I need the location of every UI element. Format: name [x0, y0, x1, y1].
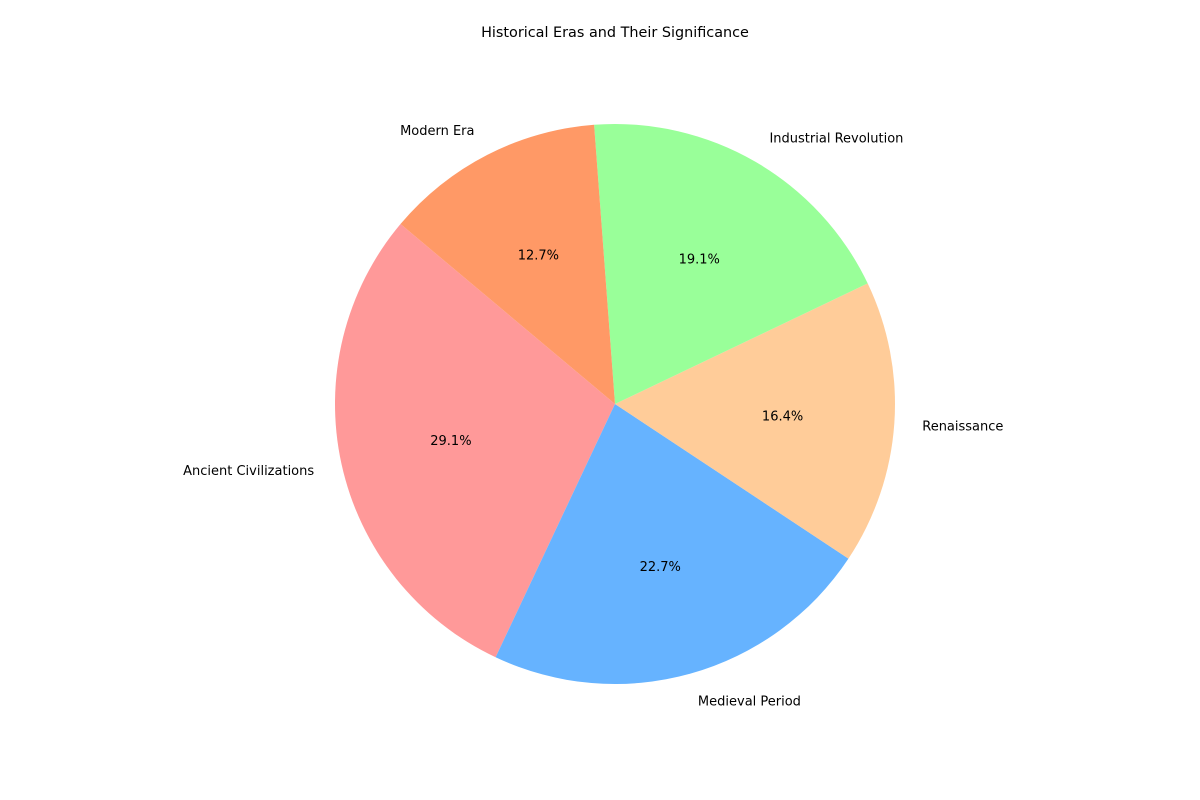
category-label-medieval-period: Medieval Period	[698, 695, 801, 710]
chart-title: Historical Eras and Their Significance	[481, 25, 749, 41]
percent-label-renaissance: 16.4%	[762, 410, 803, 425]
pie-slice-industrial-revolution	[594, 123, 868, 405]
category-label-modern-era: Modern Era	[400, 124, 474, 139]
pie-slices	[334, 123, 895, 685]
pie-slice-renaissance	[615, 283, 895, 559]
pie-slice-ancient-civilizations	[334, 224, 615, 658]
percent-label-industrial-revolution: 19.1%	[679, 253, 720, 268]
percent-labels: 29.1% 22.7% 16.4% 19.1% 12.7%	[430, 249, 803, 575]
category-labels: Ancient Civilizations Medieval Period Rena…	[183, 124, 1003, 710]
percent-label-modern-era: 12.7%	[518, 249, 559, 264]
pie-slice-modern-era	[400, 124, 615, 404]
category-label-renaissance: Renaissance	[922, 419, 1003, 434]
percent-label-medieval-period: 22.7%	[640, 560, 681, 575]
percent-label-ancient-civilizations: 29.1%	[430, 434, 471, 449]
pie-slice-medieval-period	[495, 404, 849, 685]
category-label-industrial-revolution: Industrial Revolution	[769, 132, 903, 147]
category-label-ancient-civilizations: Ancient Civilizations	[183, 464, 314, 479]
